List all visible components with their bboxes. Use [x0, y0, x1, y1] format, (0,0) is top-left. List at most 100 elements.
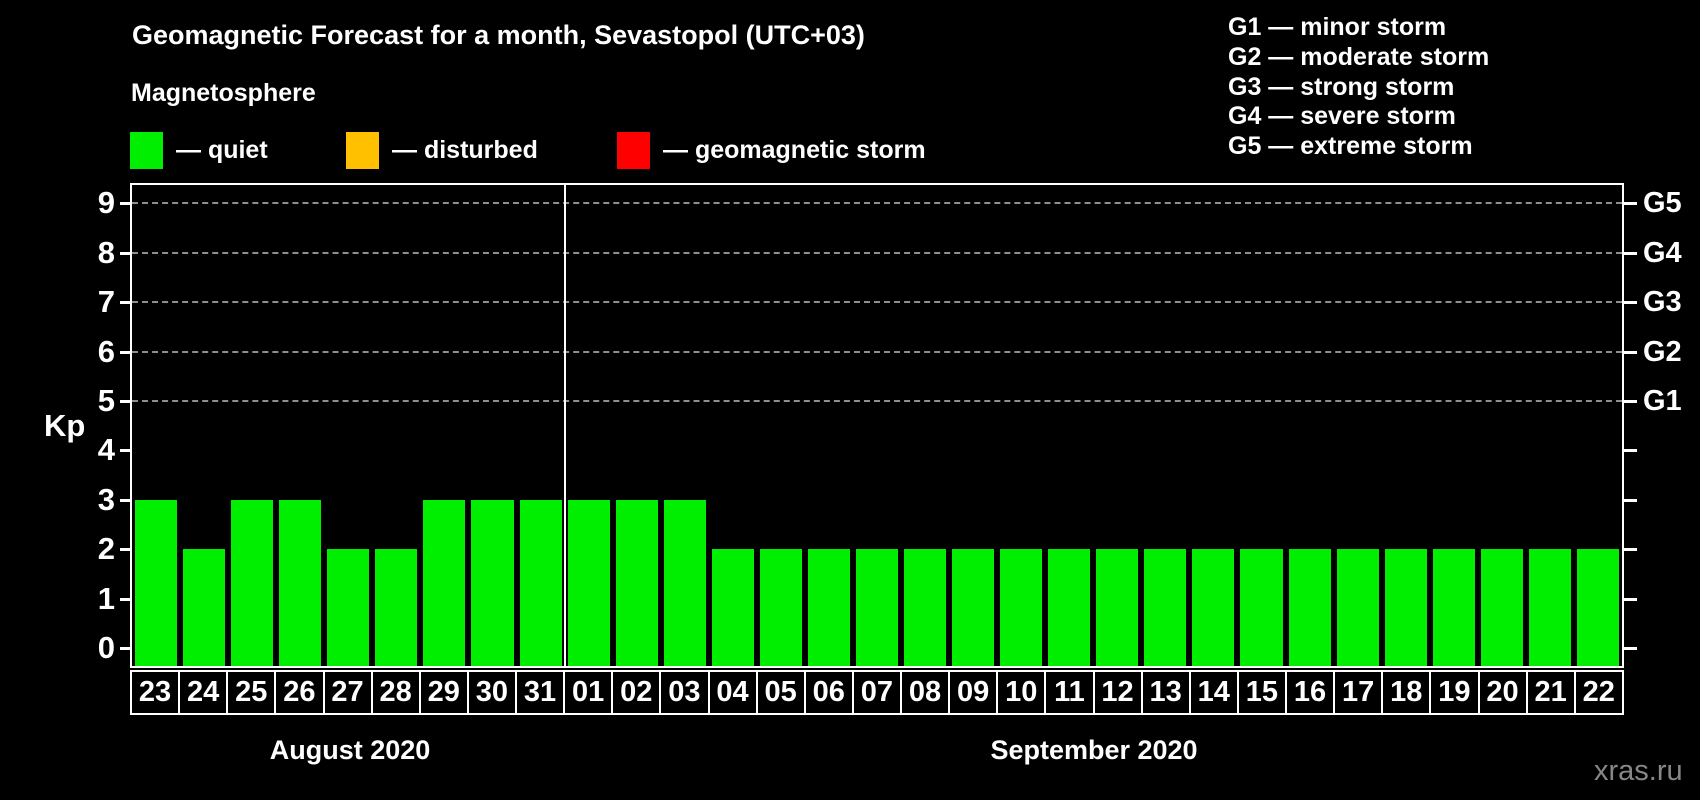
date-cell-21: 21: [1525, 670, 1576, 715]
left-tick-kp-1: [120, 597, 130, 601]
kp-bar-day-19: [1432, 549, 1475, 666]
date-cell-03: 03: [659, 670, 710, 715]
kp-bar-day-09: [952, 549, 995, 666]
left-tick-kp-0: [120, 647, 130, 650]
kp-bar-day-31: [519, 499, 562, 666]
y-tick-label-6: 6: [97, 333, 115, 369]
grid-line-kp-9: [132, 202, 1622, 205]
date-cell-13: 13: [1140, 670, 1191, 715]
left-tick-kp-7: [120, 301, 130, 305]
date-cell-29: 29: [418, 670, 469, 715]
date-cell-14: 14: [1188, 670, 1239, 715]
date-cell-25: 25: [226, 670, 277, 715]
y-tick-label-4: 4: [97, 432, 115, 468]
chart-subtitle: Magnetosphere: [131, 79, 316, 107]
kp-bar-day-10: [1000, 549, 1043, 666]
y-axis-title: Kp: [44, 408, 86, 443]
kp-bar-day-29: [423, 499, 466, 666]
storm-scale-g3: G3 — strong storm: [1228, 72, 1455, 101]
y-tick-label-7: 7: [97, 284, 115, 320]
date-cell-10: 10: [996, 670, 1047, 715]
legend-label-disturbed: — disturbed: [392, 136, 538, 164]
date-cell-22: 22: [1573, 670, 1624, 715]
kp-bar-day-16: [1288, 549, 1331, 666]
right-axis-label-g3: G3: [1643, 286, 1682, 319]
right-tick-kp-4: [1624, 449, 1637, 453]
kp-bar-day-01: [567, 499, 610, 666]
kp-bar-day-15: [1240, 549, 1283, 666]
month-separator-line: [563, 185, 566, 666]
legend-label-quiet: — quiet: [176, 136, 268, 164]
month-label-september: September 2020: [990, 735, 1198, 765]
right-tick-kp-5: [1624, 400, 1637, 403]
date-cell-01: 01: [563, 670, 614, 715]
kp-bar-day-21: [1528, 549, 1571, 666]
storm-scale-g2: G2 — moderate storm: [1228, 42, 1490, 71]
right-axis-label-g1: G1: [1643, 385, 1682, 417]
kp-bar-day-25: [231, 499, 274, 666]
grid-line-kp-5: [132, 400, 1622, 402]
legend-label-geomagnetic-storm: — geomagnetic storm: [663, 136, 926, 164]
kp-bar-day-11: [1048, 549, 1091, 666]
right-tick-kp-8: [1624, 251, 1637, 255]
right-tick-kp-3: [1624, 498, 1637, 502]
date-cell-28: 28: [370, 670, 421, 715]
kp-bar-day-20: [1480, 549, 1523, 666]
date-cell-11: 11: [1044, 670, 1095, 715]
date-cell-26: 26: [274, 670, 325, 715]
left-tick-kp-6: [120, 350, 130, 354]
date-axis: 23 24 25 26 27 28 29 30 31 01 02 03 04 05 06 07 08 09 10 11…: [130, 670, 1624, 715]
date-cell-31: 31: [515, 670, 566, 715]
kp-bar-day-03: [663, 499, 706, 666]
grid-line-kp-6: [132, 350, 1622, 353]
storm-scale-g4: G4 — severe storm: [1228, 102, 1456, 131]
right-tick-kp-9: [1624, 202, 1637, 206]
date-cell-06: 06: [803, 670, 854, 715]
storm-scale-g1: G1 — minor storm: [1228, 13, 1447, 41]
date-cell-08: 08: [900, 670, 951, 715]
kp-bar-day-07: [855, 549, 899, 666]
y-tick-label-2: 2: [97, 531, 115, 567]
kp-bar-day-05: [759, 549, 802, 666]
grid-line-kp-8: [132, 251, 1622, 254]
kp-bar-day-17: [1336, 549, 1379, 666]
date-cell-27: 27: [322, 670, 373, 715]
kp-bar-day-30: [471, 499, 514, 666]
date-cell-15: 15: [1236, 670, 1287, 715]
date-cell-24: 24: [178, 670, 229, 715]
date-cell-23: 23: [130, 670, 181, 715]
grid-line-kp-7: [132, 301, 1622, 304]
date-cell-19: 19: [1429, 670, 1480, 715]
kp-bar-day-12: [1096, 549, 1139, 666]
legend-item-geomagnetic-storm: — geomagnetic storm: [617, 132, 926, 169]
plot-canvas: [132, 185, 1622, 666]
month-label-august: August 2020: [269, 735, 431, 765]
kp-bar-day-04: [711, 549, 754, 666]
plot-area: [130, 183, 1624, 668]
right-tick-kp-1: [1624, 597, 1637, 601]
quiet-color-swatch: [130, 132, 163, 169]
disturbed-color-swatch: [346, 132, 379, 169]
right-tick-kp-7: [1624, 301, 1637, 305]
right-axis-label-g4: G4: [1643, 236, 1682, 269]
date-cell-20: 20: [1477, 670, 1528, 715]
storm-scale-g5: G5 — extreme storm: [1228, 132, 1473, 161]
right-axis-label-g2: G2: [1643, 335, 1682, 368]
date-cell-04: 04: [707, 670, 758, 715]
kp-bar-day-14: [1192, 549, 1235, 666]
y-tick-label-8: 8: [97, 234, 115, 270]
right-axis-label-g5: G5: [1643, 187, 1682, 220]
kp-bar-day-26: [279, 499, 322, 666]
kp-bar-day-18: [1384, 549, 1427, 666]
kp-bar-day-23: [135, 499, 178, 666]
y-tick-label-9: 9: [97, 185, 115, 221]
date-cell-12: 12: [1092, 670, 1143, 715]
date-cell-07: 07: [851, 670, 902, 715]
right-tick-kp-0: [1624, 647, 1637, 650]
kp-bar-day-02: [615, 499, 658, 666]
y-tick-label-5: 5: [97, 383, 115, 418]
left-tick-kp-8: [120, 251, 130, 255]
left-tick-kp-4: [120, 449, 130, 453]
kp-bar-day-28: [375, 549, 418, 666]
kp-bar-day-13: [1144, 549, 1187, 666]
